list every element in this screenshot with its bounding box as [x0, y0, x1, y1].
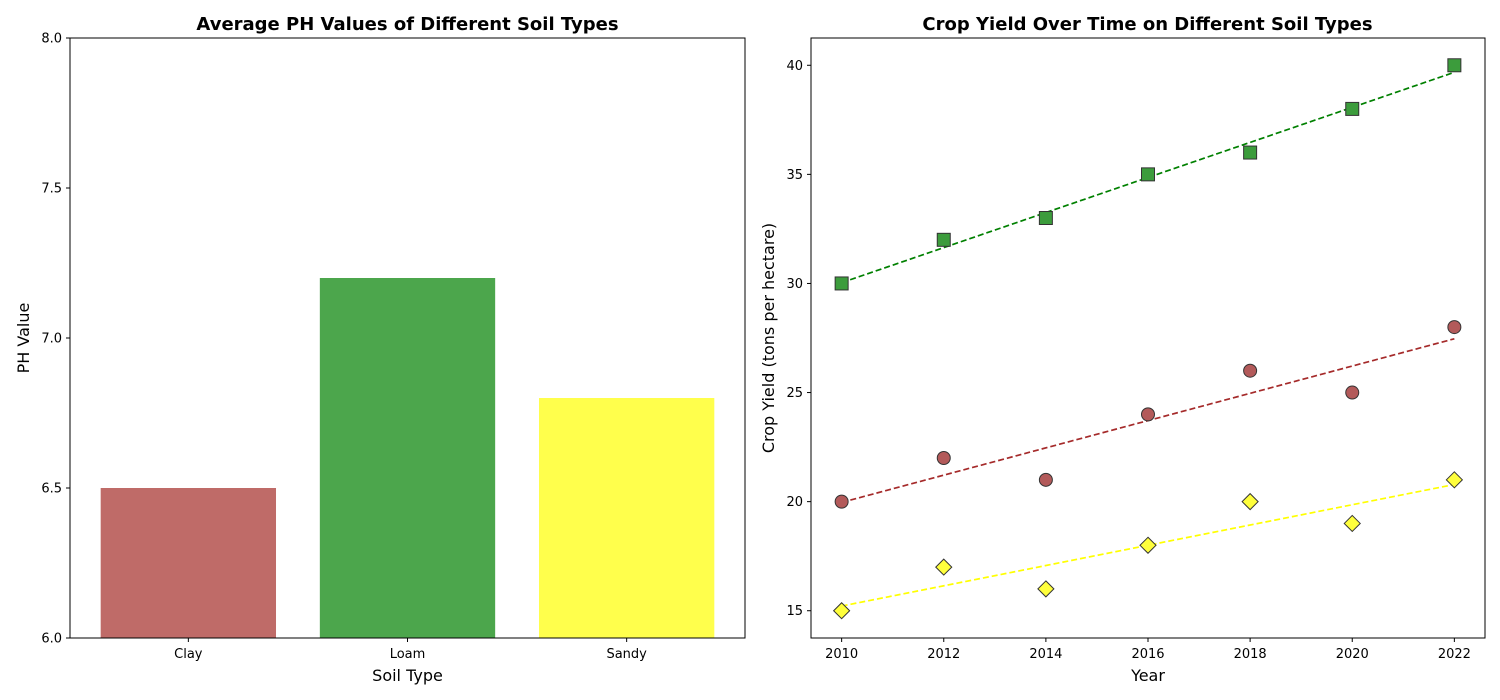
y-axis-ticks: 15 20 25 30 35 40: [786, 59, 811, 619]
scatter-x-axis-label: Year: [1130, 666, 1165, 685]
bar-sandy: [538, 398, 715, 638]
x-tick-label: 2016: [1131, 647, 1164, 662]
point-square: [936, 232, 951, 247]
point-diamond: [1037, 580, 1055, 598]
point-circle: [1447, 320, 1462, 335]
ph-bar-chart: Average PH Values of Different Soil Type…: [14, 14, 746, 685]
point-square: [1447, 58, 1462, 73]
bar-chart-title: Average PH Values of Different Soil Type…: [196, 14, 618, 35]
trendline-group: [841, 71, 1455, 607]
point-square: [834, 276, 849, 291]
x-tick-label: Clay: [174, 647, 203, 662]
x-axis-ticks: 2010 2012 2014 2016 2018 2020 2022: [825, 638, 1471, 662]
bar-x-axis-label: Soil Type: [372, 666, 443, 685]
bar-group: [100, 278, 715, 638]
point-circle: [1243, 363, 1258, 378]
scatter-chart-title: Crop Yield Over Time on Different Soil T…: [922, 14, 1372, 35]
point-circle: [1345, 385, 1360, 400]
y-tick-label: 20: [786, 495, 803, 510]
point-circle: [1038, 472, 1053, 487]
x-tick-label: Sandy: [606, 647, 647, 662]
point-circle: [1141, 407, 1155, 422]
point-diamond: [832, 602, 851, 620]
x-tick-label: 2014: [1029, 647, 1062, 662]
y-tick-label: 6.5: [41, 482, 62, 497]
x-tick-label: 2020: [1336, 647, 1369, 662]
point-circle: [834, 494, 849, 509]
scatter-y-axis-label: Crop Yield (tons per hectare): [759, 223, 778, 453]
x-tick-label: 2012: [927, 647, 960, 662]
y-tick-label: 6.0: [41, 632, 62, 647]
y-axis-ticks: 6.0 6.5 7.0 7.5 8.0: [41, 32, 70, 647]
x-tick-label: Loam: [390, 647, 426, 662]
y-tick-label: 8.0: [41, 32, 62, 47]
trendline-diamond: [841, 483, 1455, 607]
bar-y-axis-label: PH Value: [14, 303, 33, 374]
point-group: [832, 58, 1464, 620]
x-tick-label: 2010: [825, 647, 858, 662]
yield-scatter-chart: Crop Yield Over Time on Different Soil T…: [759, 14, 1486, 685]
x-axis-ticks: Clay Loam Sandy: [174, 638, 647, 662]
point-diamond: [1139, 536, 1157, 554]
point-diamond: [1343, 514, 1361, 533]
bar-loam: [319, 278, 496, 638]
point-diamond: [1445, 471, 1464, 489]
point-diamond: [1241, 492, 1259, 511]
point-square: [1243, 145, 1258, 160]
y-tick-label: 30: [786, 277, 803, 292]
bar-clay: [100, 488, 277, 638]
x-tick-label: 2022: [1438, 647, 1471, 662]
scatter-plot-frame: [810, 37, 1486, 639]
x-tick-label: 2018: [1234, 647, 1267, 662]
point-square: [1141, 167, 1155, 182]
y-tick-label: 7.5: [41, 182, 62, 197]
y-tick-label: 7.0: [41, 332, 62, 347]
y-tick-label: 40: [786, 59, 803, 74]
y-tick-label: 25: [786, 386, 803, 401]
point-circle: [936, 451, 951, 465]
y-tick-label: 35: [786, 168, 803, 183]
y-tick-label: 15: [786, 604, 803, 619]
point-diamond: [935, 558, 953, 576]
point-square: [1038, 211, 1053, 225]
bar-plot-frame: [69, 37, 746, 639]
point-square: [1345, 101, 1360, 116]
